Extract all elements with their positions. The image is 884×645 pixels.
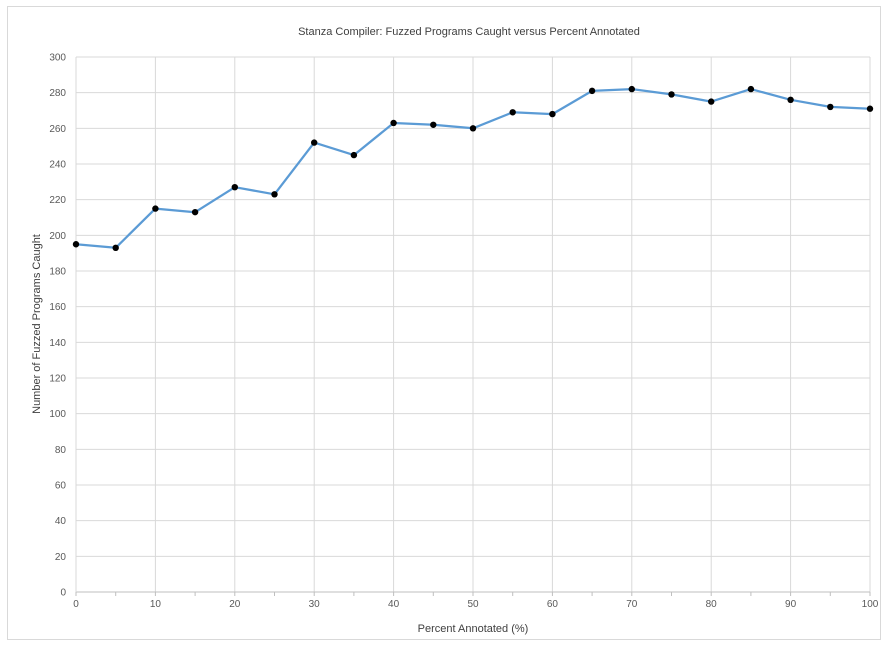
x-tick-label: 70 [626, 599, 638, 610]
data-point [390, 119, 397, 127]
x-tick-label: 0 [73, 599, 79, 610]
axes [75, 57, 871, 596]
data-point [708, 98, 715, 105]
y-tick-label: 120 [49, 374, 66, 385]
data-point [311, 139, 318, 146]
data-point [469, 125, 477, 132]
chart-frame [7, 6, 881, 640]
y-tick-label: 40 [55, 516, 67, 527]
x-tick-labels: 0 10 20 30 40 50 60 70 80 90 100 [73, 599, 879, 610]
data-point [787, 96, 794, 104]
data-point [152, 205, 159, 212]
y-tick-label: 280 [49, 88, 66, 99]
y-tick-labels: 0 20 40 60 80 100 120 140 160 180 200 220 240 260 280 3… [49, 53, 66, 599]
x-tick-label: 10 [150, 599, 162, 610]
data-point [112, 244, 119, 252]
y-tick-label: 300 [49, 53, 66, 64]
y-tick-label: 180 [49, 267, 66, 278]
data-point [628, 85, 635, 93]
data-point [549, 110, 556, 118]
y-tick-label: 160 [49, 302, 66, 313]
data-point [430, 121, 437, 128]
y-tick-label: 0 [60, 588, 66, 599]
data-point [588, 87, 596, 95]
grid-lines [76, 56, 871, 592]
data-point [747, 85, 755, 93]
y-tick-label: 20 [55, 552, 67, 563]
data-point [668, 91, 675, 98]
y-tick-label: 240 [49, 160, 66, 171]
data-point [509, 109, 516, 116]
x-tick-label: 30 [309, 599, 321, 610]
data-series [72, 85, 874, 252]
y-axis-title: Number of Fuzzed Programs Caught [31, 234, 43, 414]
data-point [72, 241, 80, 248]
chart-title: Stanza Compiler: Fuzzed Programs Caught … [298, 26, 640, 38]
y-tick-label: 260 [49, 124, 66, 135]
data-point [827, 103, 834, 111]
y-tick-label: 140 [49, 338, 66, 349]
data-point [271, 191, 278, 198]
data-point [231, 183, 238, 191]
data-point [866, 105, 874, 112]
data-point [350, 151, 358, 159]
x-tick-label: 50 [467, 599, 479, 610]
x-tick-label: 20 [229, 599, 241, 610]
x-axis-title: Percent Annotated (%) [418, 623, 529, 635]
x-tick-label: 90 [785, 599, 797, 610]
x-tick-label: 100 [862, 599, 879, 610]
data-point [191, 208, 199, 216]
y-tick-label: 220 [49, 195, 66, 206]
y-tick-label: 80 [55, 445, 67, 456]
y-tick-label: 60 [55, 481, 67, 492]
y-tick-label: 100 [49, 409, 66, 420]
y-tick-label: 200 [49, 231, 66, 242]
x-tick-label: 40 [388, 599, 400, 610]
x-tick-label: 60 [547, 599, 559, 610]
x-tick-label: 80 [706, 599, 718, 610]
